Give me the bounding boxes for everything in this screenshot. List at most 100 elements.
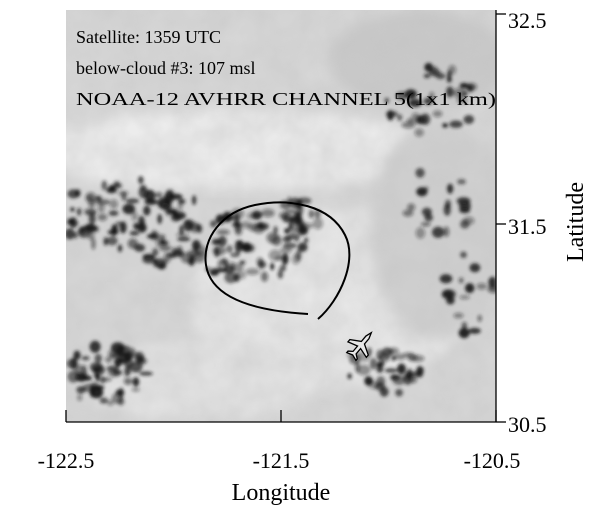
cloud-patch [209,270,219,276]
cloud-patch [384,368,398,373]
cloud-patch [469,263,481,273]
cloud-patch [139,371,153,376]
cloud-patch [107,349,121,358]
cloud-patch [448,65,457,75]
y-tick-label: 32.5 [508,8,547,33]
cloud-patch [420,222,431,227]
cloud-patch [428,68,441,77]
cloud-patch [488,276,496,289]
cloud-patch [222,262,229,268]
cloud-patch [92,226,100,233]
cloud-patch [256,222,269,230]
cloud-patch [157,214,163,224]
cloud-patch [407,203,416,212]
cloud-patch [245,268,260,276]
airplane-icon [345,331,373,362]
cloud-patch [284,228,290,234]
cloud-patch [81,356,90,361]
cloud-patch [192,245,198,253]
y-tick-label: 30.5 [508,412,547,437]
cloud-patch [458,327,470,339]
cloud-patch [95,374,100,382]
cloud-patch [160,234,166,240]
cloud-patch [138,176,144,184]
axes [65,10,506,423]
cloud-patch [86,210,97,217]
annotation-satellite-time: Satellite: 1359 UTC [76,27,221,47]
cloud-patch [224,271,237,284]
cloud-patch [217,236,227,247]
x-axis-label: Longitude [232,480,331,505]
cloud-patch [397,363,406,375]
cloud-patch [226,245,233,253]
cloud-patch [447,183,454,194]
cloud-patch [165,189,174,198]
cloud-patch [117,397,125,406]
cloud-patch [356,364,371,376]
cloud-patch [295,249,302,262]
cloud-patch [402,209,414,217]
satellite-image [66,10,496,422]
cloud-patch [163,252,171,263]
cloud-patch [308,209,314,219]
cloud-patch [108,210,119,216]
cloud-patch [99,397,108,404]
cloud-patch [117,244,123,253]
cloud-patch [132,377,140,387]
cloud-patch [415,227,426,239]
cloud-patch [85,192,97,204]
cloud-patch [239,243,250,252]
cloud-patch [417,367,424,373]
x-tick-label: -121.5 [253,448,310,473]
cloud-patch [92,364,106,376]
cloud-patch [77,394,83,401]
cloud-patch [385,110,398,118]
cloud-patch [445,199,451,209]
cloud-patch [159,238,166,246]
cloud-patch [157,262,167,270]
cloud-patch [420,113,431,125]
cloud-patch [183,219,195,226]
cloud-patch [439,274,453,284]
cloud-patch [416,187,428,197]
cloud-patch [106,236,118,246]
cloud-patch [89,340,101,353]
cloud-patch [230,208,244,220]
cloud-patch [376,364,384,373]
cloud-patch [477,314,482,322]
cloud-patch [424,213,434,222]
cloud-patch [88,213,96,225]
cloud-patch [115,389,125,397]
cloud-clusters [66,62,496,406]
cloud-patch [69,217,78,229]
cloud-patch [121,191,127,201]
cloud-patch [392,375,406,386]
cloud-patch [347,373,352,380]
cloud-patch [314,209,321,219]
cloud-patch [234,225,243,236]
cloud-patch [115,221,123,226]
cloud-patch [142,253,155,260]
cloud-patch [463,115,475,124]
cloud-patch [94,353,103,364]
cloud-patch [408,98,422,108]
cloud-patch [453,312,464,319]
cloud-patch [384,97,390,104]
cloud-patch [159,245,172,252]
cloud-patch [210,220,217,228]
cloud-patch [282,214,294,223]
cloud-patch [261,208,275,218]
cloud-patch [196,224,203,234]
cloud-patch [131,211,138,221]
cloud-patch [415,168,425,178]
cloud-patch [152,248,159,257]
cloud-patch [395,388,403,397]
cloud-patch [476,283,488,290]
cloud-patch [247,212,260,220]
cloud-patch [368,380,380,390]
cloud-patch [115,357,121,368]
cloud-patch [441,289,454,299]
cloud-patch [107,399,114,406]
cloud-patch [453,87,467,99]
